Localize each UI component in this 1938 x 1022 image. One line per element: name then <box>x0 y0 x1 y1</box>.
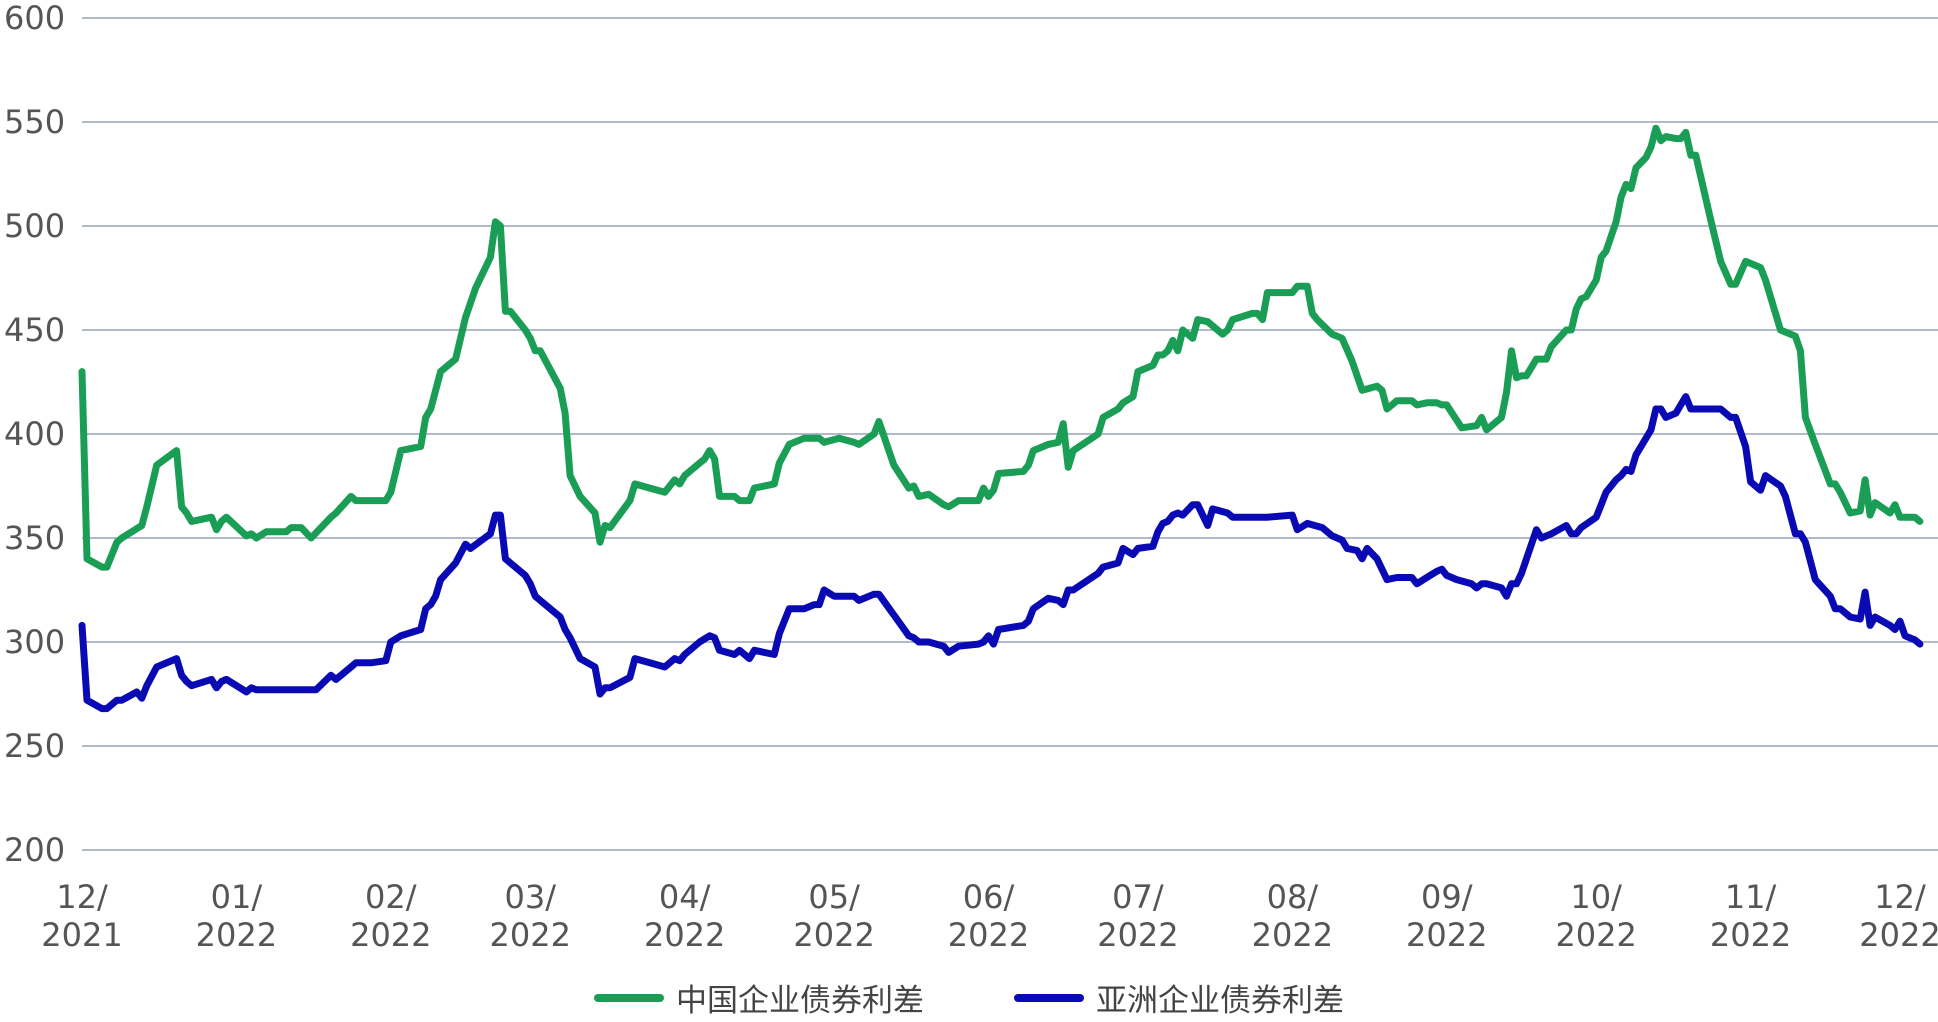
x-tick-label: 2022 <box>948 916 1029 954</box>
x-tick-label: 2022 <box>196 916 277 954</box>
series-lines <box>78 124 1924 713</box>
x-tick-label: 12/ <box>1874 878 1926 916</box>
x-tick-label: 2022 <box>1252 916 1333 954</box>
x-tick-label: 2022 <box>1097 916 1178 954</box>
x-tick-label: 2021 <box>41 916 122 954</box>
x-axis-tick-labels: 12/202101/202202/202203/202204/202205/20… <box>41 878 1938 954</box>
y-tick-label: 400 <box>4 415 65 453</box>
y-tick-label: 250 <box>4 727 65 765</box>
x-tick-label: 09/ <box>1421 878 1473 916</box>
y-tick-label: 450 <box>4 311 65 349</box>
x-tick-label: 2022 <box>793 916 874 954</box>
x-tick-label: 12/ <box>56 878 108 916</box>
x-tick-label: 02/ <box>365 878 417 916</box>
y-tick-label: 350 <box>4 519 65 557</box>
x-tick-label: 01/ <box>211 878 263 916</box>
y-tick-label: 600 <box>4 0 65 37</box>
y-axis-tick-labels: 200 250 300 350 400 450 500 550 600 <box>4 0 65 869</box>
legend: 中国企业债券利差 亚洲企业债券利差 <box>0 975 1938 1020</box>
legend-label-china: 中国企业债券利差 <box>676 983 924 1019</box>
legend-swatch-china <box>594 993 664 1002</box>
x-tick-label: 2022 <box>350 916 431 954</box>
x-tick-label: 2022 <box>1555 916 1636 954</box>
legend-label-asia: 亚洲企业债券利差 <box>1096 983 1344 1019</box>
series-line-asia <box>78 393 1924 713</box>
legend-swatch-asia <box>1014 993 1084 1002</box>
legend-item-china: 中国企业债券利差 <box>594 975 924 1020</box>
x-tick-label: 04/ <box>659 878 711 916</box>
x-tick-label: 06/ <box>963 878 1015 916</box>
x-tick-label: 11/ <box>1725 878 1777 916</box>
y-tick-label: 550 <box>4 103 65 141</box>
x-tick-label: 2022 <box>490 916 571 954</box>
series-line-china <box>78 124 1924 571</box>
x-tick-label: 10/ <box>1570 878 1622 916</box>
legend-item-asia: 亚洲企业债券利差 <box>1014 975 1344 1020</box>
x-tick-label: 2022 <box>644 916 725 954</box>
x-tick-label: 07/ <box>1112 878 1164 916</box>
y-tick-label: 500 <box>4 207 65 245</box>
x-tick-label: 03/ <box>505 878 557 916</box>
x-tick-label: 2022 <box>1710 916 1791 954</box>
x-tick-label: 05/ <box>808 878 860 916</box>
y-tick-label: 300 <box>4 623 65 661</box>
x-tick-label: 2022 <box>1406 916 1487 954</box>
y-tick-label: 200 <box>4 831 65 869</box>
x-tick-label: 08/ <box>1267 878 1319 916</box>
x-tick-label: 2022 <box>1859 916 1938 954</box>
